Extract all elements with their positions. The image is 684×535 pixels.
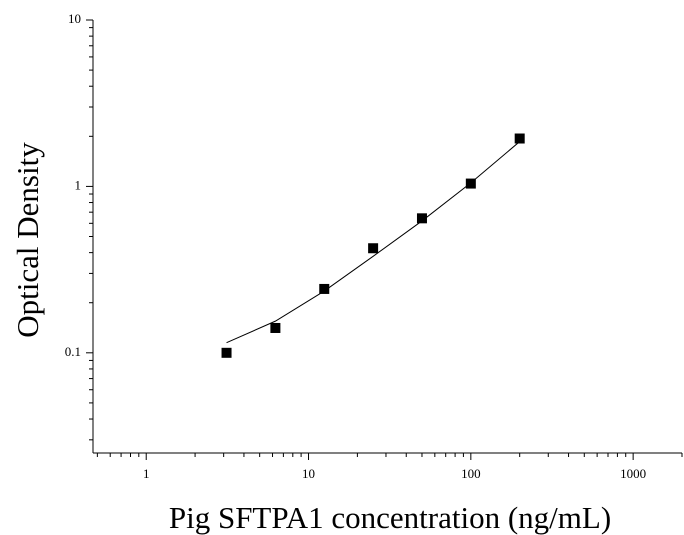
data-point	[416, 213, 427, 224]
y-tick-label: 1	[75, 177, 82, 192]
x-tick-label: 100	[461, 466, 481, 481]
data-point	[270, 322, 281, 333]
y-tick-label: 0.1	[65, 344, 81, 359]
fit-curve	[226, 141, 521, 344]
data-point	[221, 347, 232, 358]
data-point	[514, 133, 525, 144]
x-tick-label: 1000	[620, 466, 646, 481]
data-point	[319, 283, 330, 294]
x-tick-label: 1	[143, 466, 150, 481]
y-axis-label: Optical Density	[10, 142, 45, 338]
y-tick-label: 10	[68, 11, 81, 26]
x-axis-label: Pig SFTPA1 concentration (ng/mL)	[169, 500, 611, 535]
data-point	[465, 178, 476, 189]
data-point	[368, 243, 379, 254]
x-tick-label: 10	[302, 466, 315, 481]
